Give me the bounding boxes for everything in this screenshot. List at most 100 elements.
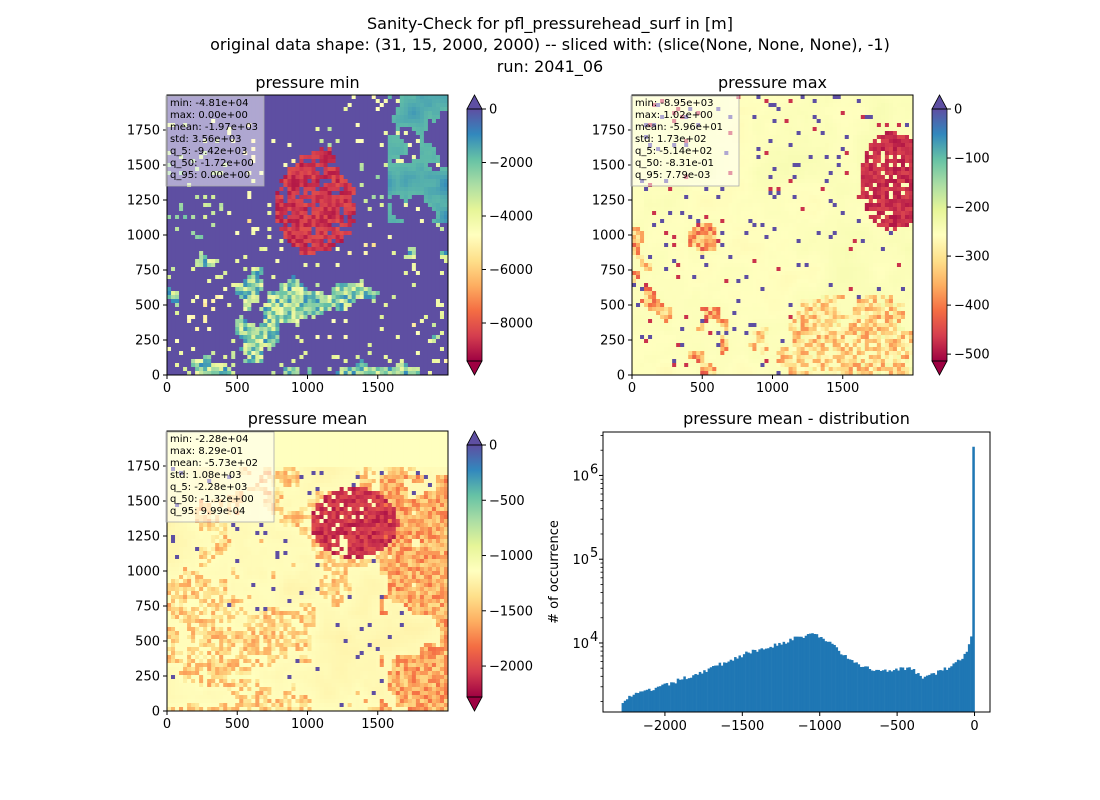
y-tick-label: 1000: [127, 229, 160, 244]
histogram-bar: [806, 634, 810, 712]
y-tick-label: 500: [135, 635, 160, 650]
colorbar-tick-label: −2000: [489, 156, 533, 171]
histogram-bar: [654, 687, 658, 712]
y-tick-label: 500: [135, 299, 160, 314]
y-tick-label: 1750: [127, 460, 160, 475]
stat-line: q_95: 7.79e-03: [635, 170, 710, 181]
histogram-bar: [961, 658, 964, 712]
stat-line: min: -2.28e+04: [170, 434, 249, 445]
histogram-bar: [866, 666, 869, 712]
histogram-bar: [632, 694, 636, 712]
histogram-bar: [895, 668, 898, 712]
histogram-bar: [716, 665, 719, 712]
histogram-bar: [787, 642, 790, 712]
y-tick-exponent: 6: [590, 462, 598, 477]
histogram-bar: [908, 667, 911, 712]
histogram-bar: [678, 679, 682, 712]
histogram-bar: [948, 667, 951, 712]
histogram-bar: [857, 664, 861, 712]
stats-box: min: -4.81e+04 max: 0.00e+00 mean: -1.97…: [165, 95, 265, 187]
histogram-bar: [941, 670, 944, 712]
histogram-bar: [764, 648, 768, 712]
histogram-bar: [943, 667, 947, 712]
panel-title: pressure max: [718, 73, 827, 92]
heatmap-image: [167, 95, 448, 375]
stat-line: std: 3.56e+03: [170, 134, 242, 145]
histogram-bar: [965, 651, 969, 712]
colorbar-tick-label: −500: [954, 348, 990, 363]
axes-ticks: 0 500 1000 1500 0 250 500 750 1000 1250 1500 1750: [592, 124, 859, 397]
stat-line: q_5: -9.42e+03: [170, 146, 247, 157]
x-tick-label: −1000: [798, 719, 842, 734]
histogram-bar: [665, 683, 669, 712]
colorbar-extend-max: [466, 430, 483, 446]
histogram-bar: [959, 660, 962, 712]
y-tick-label: 500: [600, 299, 625, 314]
colorbar-gradient: [467, 445, 482, 697]
y-tick-label: 250: [600, 334, 625, 349]
colorbar-tick-label: −1000: [489, 549, 533, 564]
histogram-bar: [729, 659, 733, 712]
histogram-bar: [749, 653, 753, 712]
histogram-bar: [897, 670, 900, 712]
histogram-bar: [676, 678, 680, 712]
histogram-bar: [877, 669, 880, 712]
histogram-bar: [775, 645, 779, 712]
histogram-bar: [628, 695, 631, 712]
colorbar-tick-label: −8000: [489, 317, 533, 332]
stat-line: max: 0.00e+00: [170, 110, 248, 121]
y-tick-label: 1000: [592, 229, 625, 244]
colorbar-extend-max: [466, 94, 483, 110]
histogram-bar: [835, 647, 839, 712]
histogram-bar: [712, 666, 715, 712]
y-tick-label: 0: [152, 705, 160, 720]
histogram-bar: [667, 685, 671, 712]
stat-line: std: 1.73e+02: [635, 134, 707, 145]
colorbar: 0 −2000 −4000 −6000 −8000: [466, 94, 533, 376]
x-tick-label: 1000: [291, 381, 324, 396]
histogram-bar: [839, 654, 843, 712]
histogram-bar: [720, 665, 724, 712]
colorbar-extend-min: [931, 360, 948, 376]
histogram-bar: [963, 653, 966, 712]
y-tick-label: 750: [600, 264, 625, 279]
panel-distribution: pressure mean - distribution −2000 −1500 −…: [547, 409, 991, 734]
histogram-bar: [736, 658, 739, 712]
histogram-bar: [643, 690, 647, 712]
histogram-bar: [670, 682, 673, 712]
histogram-bar: [789, 638, 792, 712]
histogram-bar: [864, 666, 867, 712]
x-tick-label: −2000: [643, 719, 687, 734]
y-tick-label: 1750: [592, 124, 625, 139]
histogram-bar: [813, 633, 816, 712]
stat-line: min: -8.95e+03: [635, 98, 714, 109]
histogram-bar: [868, 669, 872, 712]
histogram-bar: [694, 674, 697, 712]
histogram-bar: [698, 671, 702, 712]
x-tick-label: −1500: [720, 719, 764, 734]
stat-line: q_50: -1.72e+00: [170, 158, 254, 169]
histogram-bar: [881, 670, 885, 712]
panel-title: pressure mean: [248, 409, 368, 428]
panel-pressure-max: pressure max 0 500 1000 1500 0 250 500 750 1000 1…: [592, 73, 990, 396]
histogram-bar: [745, 651, 748, 712]
stat-line: mean: -5.96e+01: [635, 122, 723, 133]
histogram-bar: [925, 675, 929, 712]
histogram-bar: [751, 649, 755, 712]
histogram-bar: [623, 700, 627, 712]
stat-line: std: 1.08e+03: [170, 470, 242, 481]
histogram-bar: [875, 669, 878, 712]
histogram-bar: [760, 648, 764, 712]
colorbar-tick-label: −400: [954, 299, 990, 314]
histogram-bar: [650, 690, 653, 712]
histogram-bar: [674, 683, 678, 712]
histogram-bar: [683, 676, 686, 712]
histogram-bar: [742, 654, 746, 712]
colorbar-gradient: [932, 109, 947, 361]
histogram-bar: [689, 677, 693, 712]
histogram-bar: [740, 657, 744, 712]
x-tick-label: 0: [163, 717, 171, 732]
histogram-bar: [756, 651, 759, 712]
histogram-bar: [652, 690, 655, 712]
